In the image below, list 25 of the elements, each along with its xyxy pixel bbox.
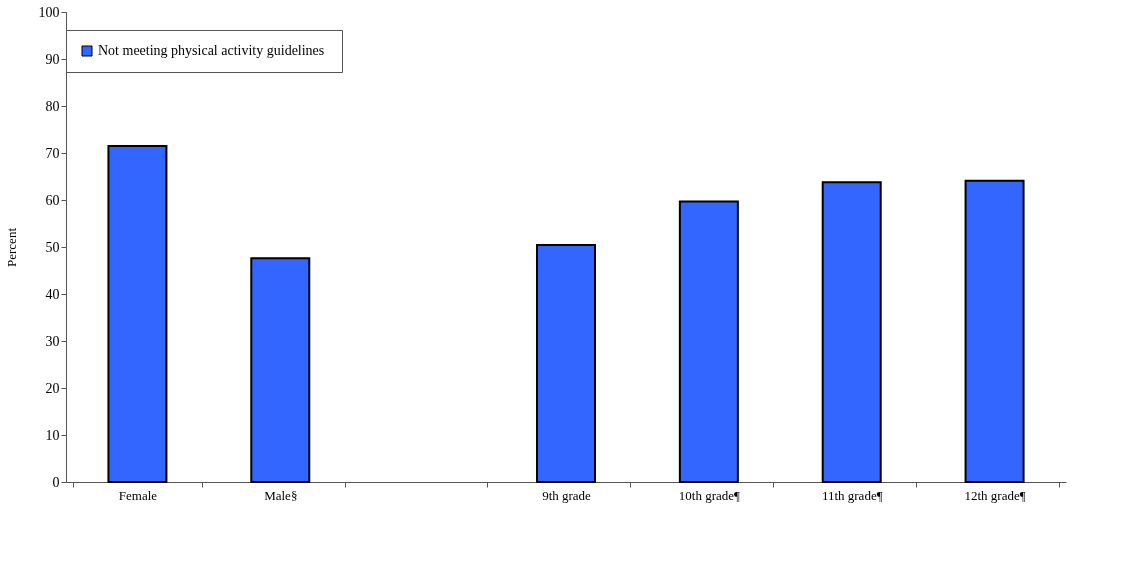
x-tick-label: Female <box>118 487 158 503</box>
bar <box>678 200 739 483</box>
legend-label: Not meeting physical activity guidelines <box>98 43 325 58</box>
y-axis-title: Percent <box>3 227 19 267</box>
x-tick-label: 11th grade¶ <box>821 487 883 503</box>
y-tick-label: 90 <box>45 51 60 67</box>
bar <box>964 179 1025 483</box>
y-tick-label: 70 <box>45 145 60 161</box>
y-tick-label: 50 <box>45 239 60 255</box>
x-tick-label: Male§ <box>264 487 298 503</box>
bar <box>536 244 596 483</box>
bar <box>821 181 882 483</box>
bar <box>250 257 311 483</box>
y-tick-label: 30 <box>45 333 60 349</box>
y-tick-label: 10 <box>45 427 60 443</box>
y-tick-label: 20 <box>45 380 60 396</box>
y-tick-label: 0 <box>52 474 60 490</box>
bar <box>107 144 168 483</box>
y-tick-label: 40 <box>45 286 60 302</box>
y-tick-label: 60 <box>45 192 60 208</box>
x-tick-label: 10th grade¶ <box>678 487 741 503</box>
x-tick-label: 9th grade <box>542 487 592 503</box>
x-tick-label: 12th grade¶ <box>964 487 1026 503</box>
y-tick-label: 100 <box>38 4 60 20</box>
y-tick-label: 80 <box>45 98 60 114</box>
